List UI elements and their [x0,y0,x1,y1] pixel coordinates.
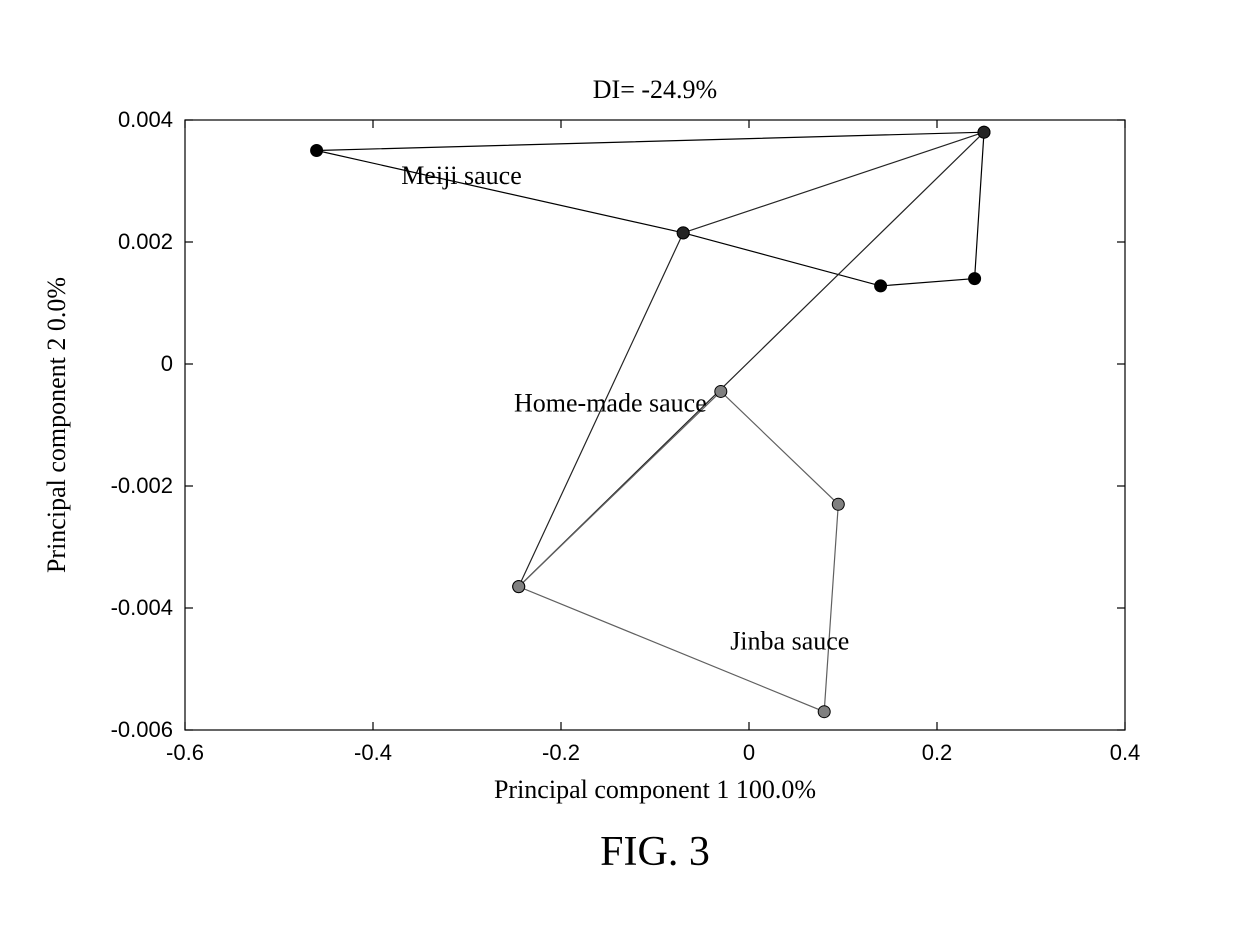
x-tick-label: 0.4 [1110,740,1141,765]
group-label: Meiji sauce [401,161,522,190]
data-point [818,706,830,718]
x-axis-label: Principal component 1 100.0% [494,775,816,804]
figure-caption: FIG. 3 [600,829,710,875]
y-axis-label: Principal component 2 0.0% [42,277,71,573]
y-tick-label: -0.004 [111,595,173,620]
data-point [677,227,689,239]
x-tick-label: -0.6 [166,740,204,765]
x-tick-label: 0.2 [922,740,953,765]
data-point [832,498,844,510]
y-tick-label: 0.002 [118,229,173,254]
data-point [715,385,727,397]
plot-frame [185,120,1125,730]
x-tick-label: -0.2 [542,740,580,765]
group-label: Home-made sauce [514,389,707,418]
x-tick-label: -0.4 [354,740,392,765]
data-point [875,280,887,292]
data-point [969,273,981,285]
x-tick-label: 0 [743,740,755,765]
chart-title: DI= -24.9% [593,75,717,104]
data-point [978,126,990,138]
y-tick-label: 0.004 [118,107,173,132]
data-point [311,145,323,157]
y-tick-label: 0 [161,351,173,376]
y-tick-label: -0.006 [111,717,173,742]
y-tick-label: -0.002 [111,473,173,498]
data-point [513,581,525,593]
group-label: Jinba sauce [730,626,849,655]
